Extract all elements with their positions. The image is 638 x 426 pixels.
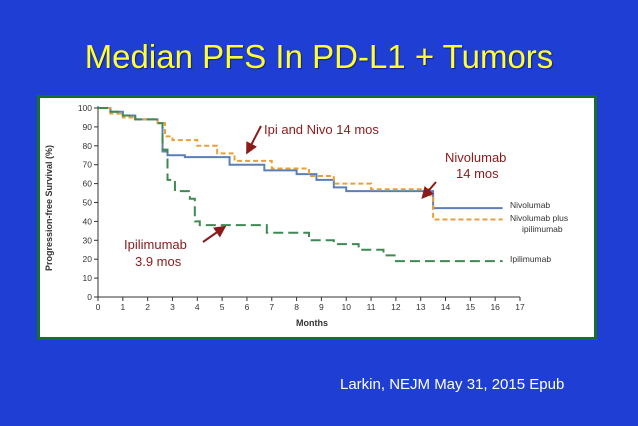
x-tick-label: 3 [170,302,175,312]
y-tick-label: 80 [83,141,93,151]
x-tick-label: 0 [96,302,101,312]
series-line-2 [98,107,503,263]
x-tick-label: 13 [416,302,426,312]
y-tick-label: 50 [83,198,93,208]
x-tick-label: 4 [195,302,200,312]
y-tick-label: 20 [83,254,93,264]
x-tick-label: 11 [367,302,376,312]
y-tick-label: 40 [83,216,93,226]
legend-nivolumab: Nivolumab [510,200,550,210]
y-tick-label: 0 [87,292,92,302]
annotation-combo: Ipi and Nivo 14 mos [264,122,379,137]
x-tick-label: 1 [120,302,125,312]
arrow-ipilimumab [202,225,227,243]
arrow-combo [246,125,262,155]
annotation-ipilimumab-line2: 3.9 mos [135,254,182,269]
y-tick-label: 60 [83,179,93,189]
y-tick-label: 90 [83,122,93,132]
y-tick-label: 10 [83,273,93,283]
x-tick-label: 7 [269,302,274,312]
x-tick-label: 17 [515,302,525,312]
legend-ipilimumab: Ipilimumab [510,254,551,264]
x-tick-label: 5 [220,302,225,312]
chart-series [98,107,503,263]
arrow-nivolumab [421,181,437,200]
annotation-nivolumab-line1: Nivolumab [445,150,506,165]
pfs-chart: 0 10 20 30 40 50 60 70 80 90 100 0 1 2 3 4 5 6 7 8 9 10 11 12 13… [37,95,597,340]
annotation-nivolumab-line2: 14 mos [456,166,499,181]
y-axis-label: Progression-free Survival (%) [44,145,54,271]
y-tick-label: 30 [83,235,93,245]
series-line-1 [98,107,503,221]
x-tick-label: 8 [294,302,299,312]
legend-combo-line2: ipilimumab [522,224,563,234]
x-tick-label: 2 [145,302,150,312]
legend-combo-line1: Nivolumab plus [510,213,568,223]
x-tick-label: 10 [342,302,352,312]
x-tick-label: 12 [391,302,401,312]
x-tick-label: 15 [466,302,476,312]
x-tick-label: 6 [245,302,250,312]
x-axis-label: Months [296,318,328,328]
x-tick-label: 16 [490,302,500,312]
citation: Larkin, NEJM May 31, 2015 Epub [340,376,565,393]
y-tick-label: 100 [78,103,92,113]
series-line-0 [98,107,503,210]
y-tick-label: 70 [83,160,93,170]
annotation-ipilimumab-line1: Ipilimumab [124,237,187,252]
x-tick-label: 9 [319,302,324,312]
slide-title: Median PFS In PD-L1 + Tumors [84,38,554,75]
x-tick-label: 14 [441,302,451,312]
